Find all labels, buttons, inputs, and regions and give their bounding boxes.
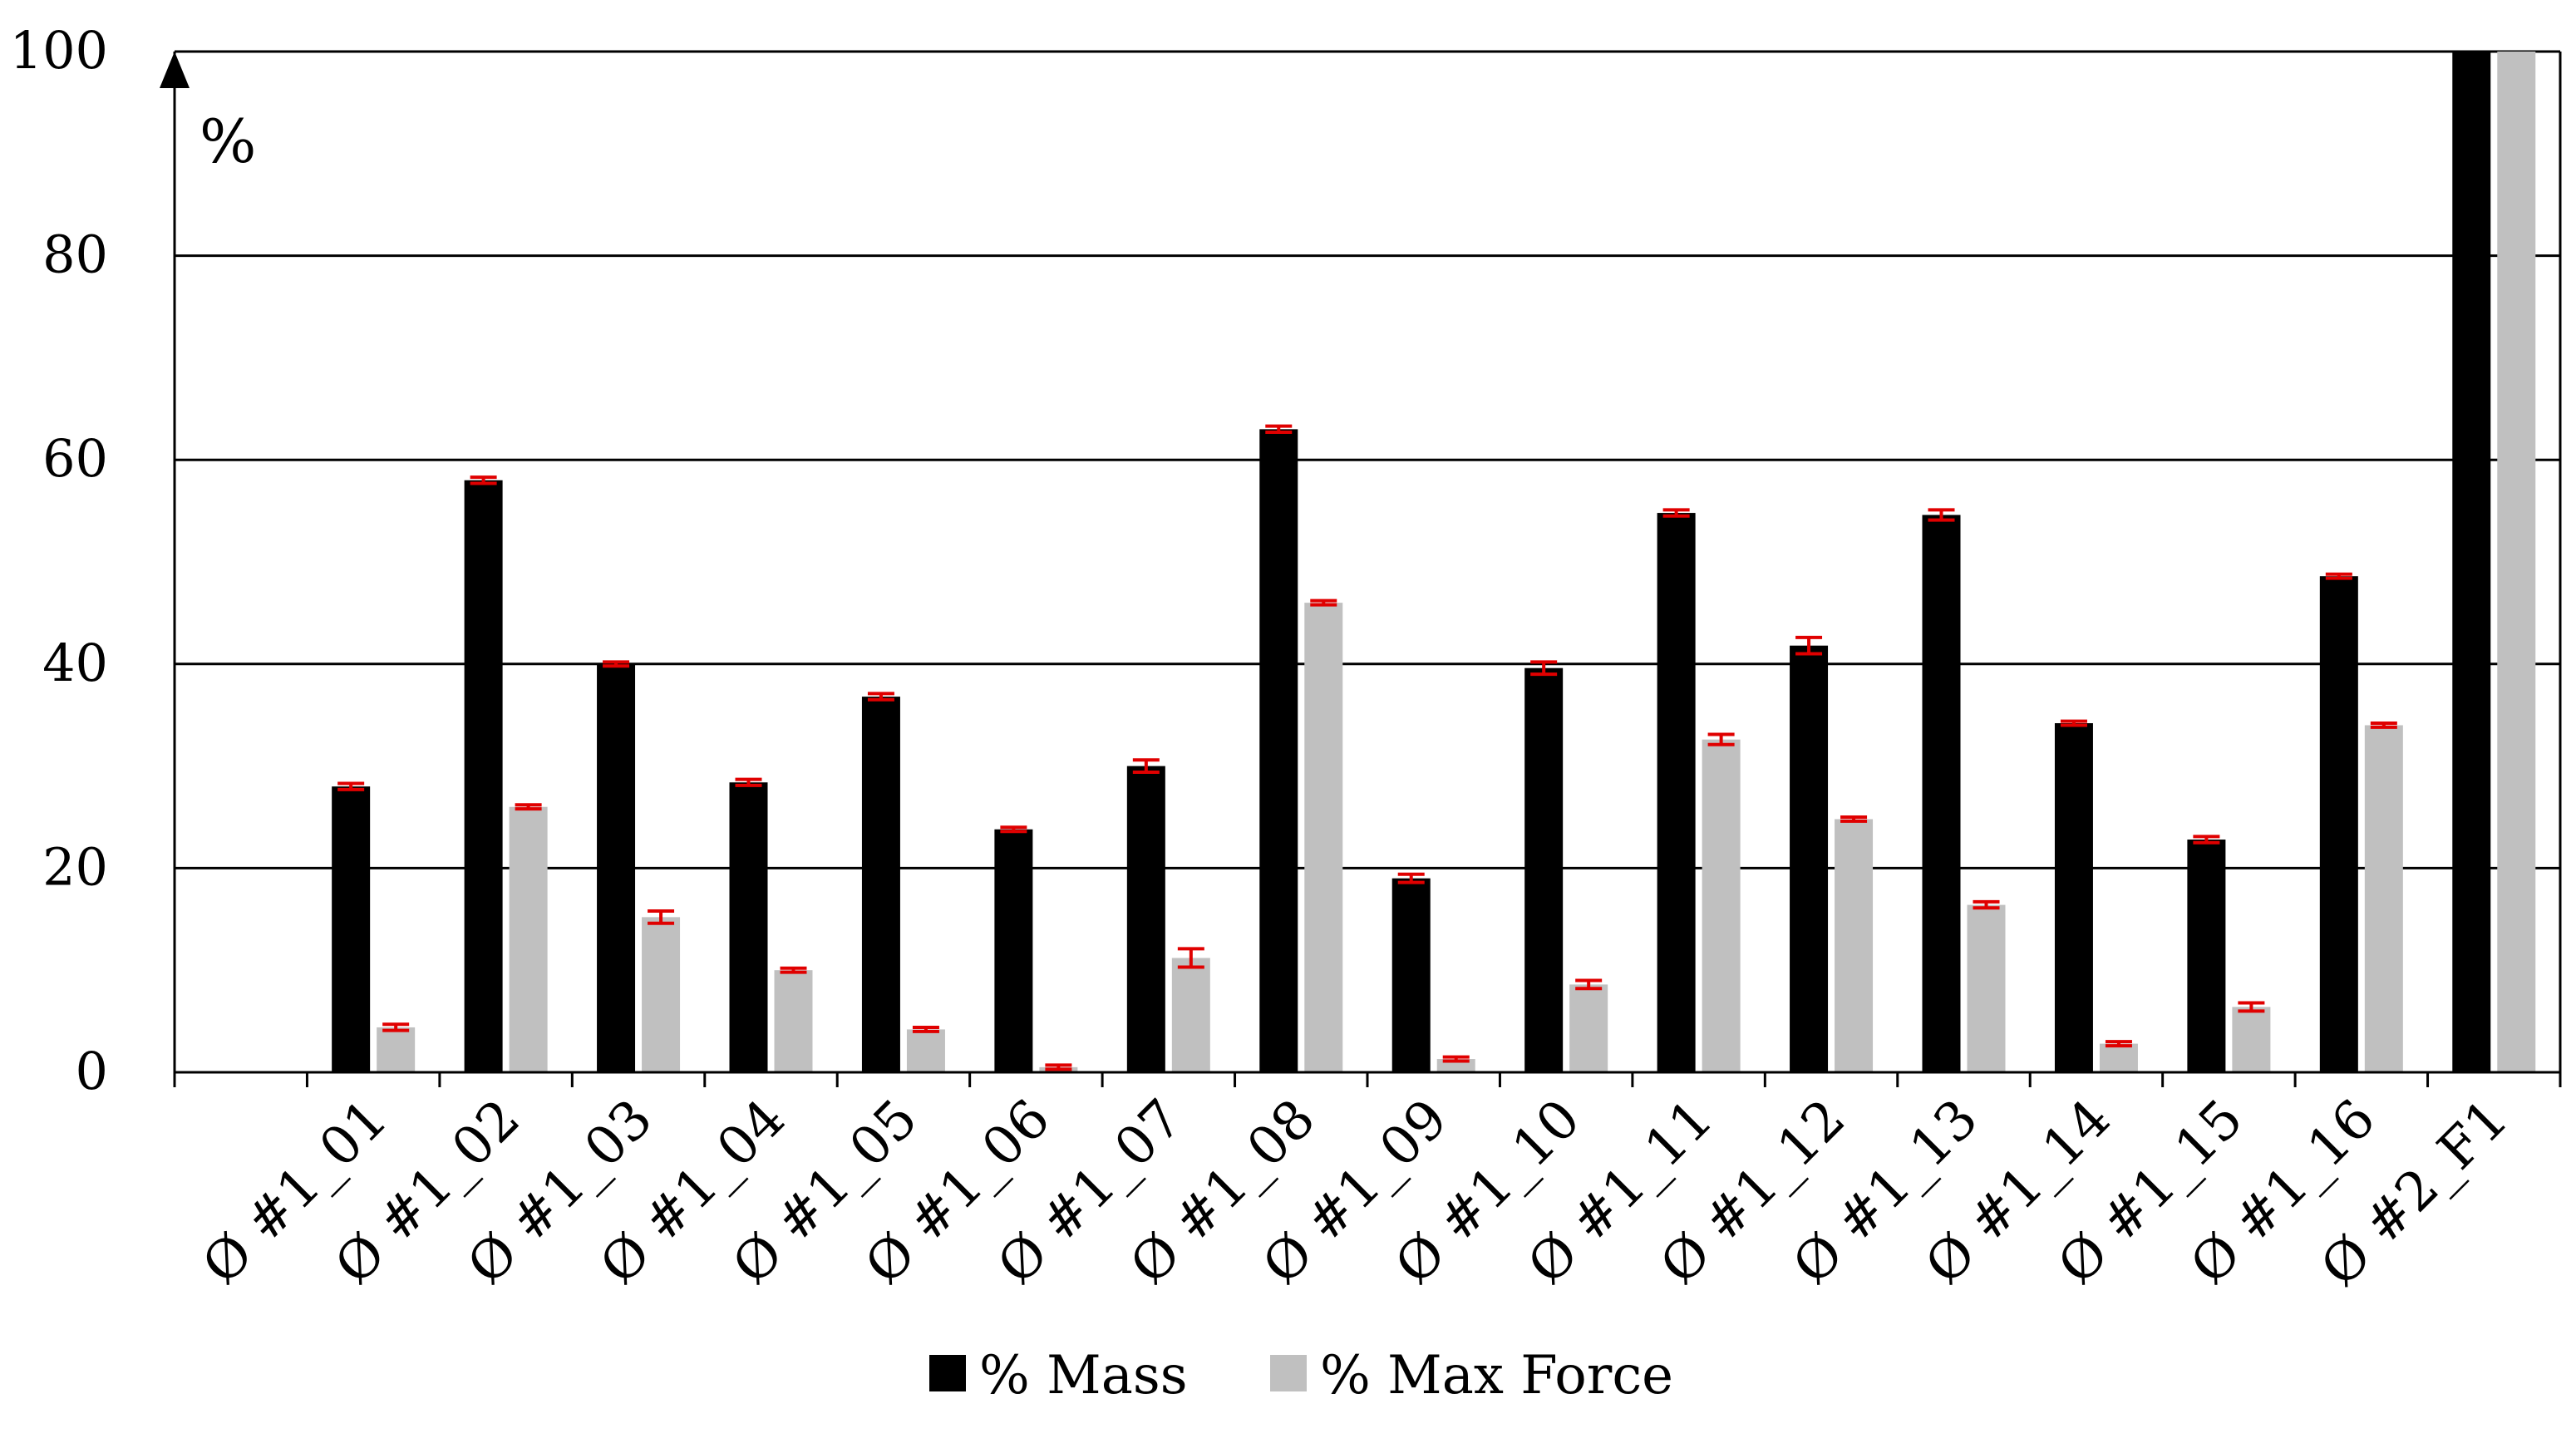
legend-label-1: % Max Force: [1320, 1345, 1673, 1406]
bar-s1-16: [2364, 725, 2403, 1072]
bar-s0-4: [729, 782, 768, 1072]
axes: [160, 52, 2562, 1087]
bars: [332, 52, 2536, 1072]
bar-s1-1: [377, 1027, 416, 1072]
bar-s0-11: [1657, 513, 1696, 1072]
bar-s0-17: [2452, 52, 2491, 1072]
bar-s0-16: [2319, 576, 2358, 1072]
bar-s1-12: [1835, 819, 1874, 1072]
y-tick-label-80: 80: [42, 224, 108, 285]
grid-lines: [175, 50, 2560, 869]
error-bars: [337, 424, 2397, 1071]
bar-s0-5: [861, 697, 900, 1072]
bar-s0-15: [2187, 840, 2226, 1072]
bar-s0-8: [1259, 429, 1298, 1072]
legend: % Mass % Max Force: [929, 1345, 1673, 1406]
bar-s0-1: [332, 786, 371, 1072]
bar-s1-13: [1967, 904, 2006, 1072]
bar-s1-5: [906, 1029, 945, 1072]
y-tick-label-60: 60: [42, 428, 108, 489]
bar-s1-14: [2099, 1043, 2138, 1072]
bar-s1-4: [774, 970, 813, 1072]
legend-swatch-1: [1270, 1355, 1307, 1391]
bar-s1-15: [2232, 1007, 2271, 1072]
y-tick-label-0: 0: [76, 1041, 108, 1101]
bar-s0-7: [1126, 766, 1165, 1072]
y-tick-label-20: 20: [42, 836, 108, 897]
bar-s0-12: [1790, 645, 1829, 1072]
bar-s1-7: [1171, 958, 1210, 1072]
bar-s0-10: [1524, 667, 1564, 1072]
bar-s0-2: [464, 480, 503, 1072]
y-axis-arrow: [160, 52, 190, 88]
bar-s1-2: [509, 806, 548, 1072]
x-tick-labels: Ø #1_01Ø #1_02Ø #1_03Ø #1_04Ø #1_05Ø #1_…: [191, 1088, 2520, 1298]
y-tick-label-40: 40: [42, 633, 108, 693]
y-tick-labels: 0 20 40 60 80 100: [10, 20, 108, 1101]
legend-label-0: % Mass: [979, 1345, 1188, 1406]
bar-s0-6: [994, 829, 1033, 1072]
bar-s0-9: [1391, 878, 1431, 1072]
bar-s1-3: [642, 917, 681, 1072]
bar-s1-10: [1569, 984, 1608, 1072]
bar-s1-11: [1702, 739, 1741, 1072]
legend-swatch-0: [929, 1355, 966, 1391]
y-axis-label: %: [199, 106, 256, 176]
y-tick-label-100: 100: [10, 20, 108, 81]
bar-s1-17: [2497, 52, 2536, 1072]
bar-s0-13: [1922, 515, 1961, 1072]
bar-s0-14: [2054, 723, 2093, 1072]
bar-s1-8: [1304, 603, 1343, 1072]
bar-s0-3: [597, 663, 636, 1072]
